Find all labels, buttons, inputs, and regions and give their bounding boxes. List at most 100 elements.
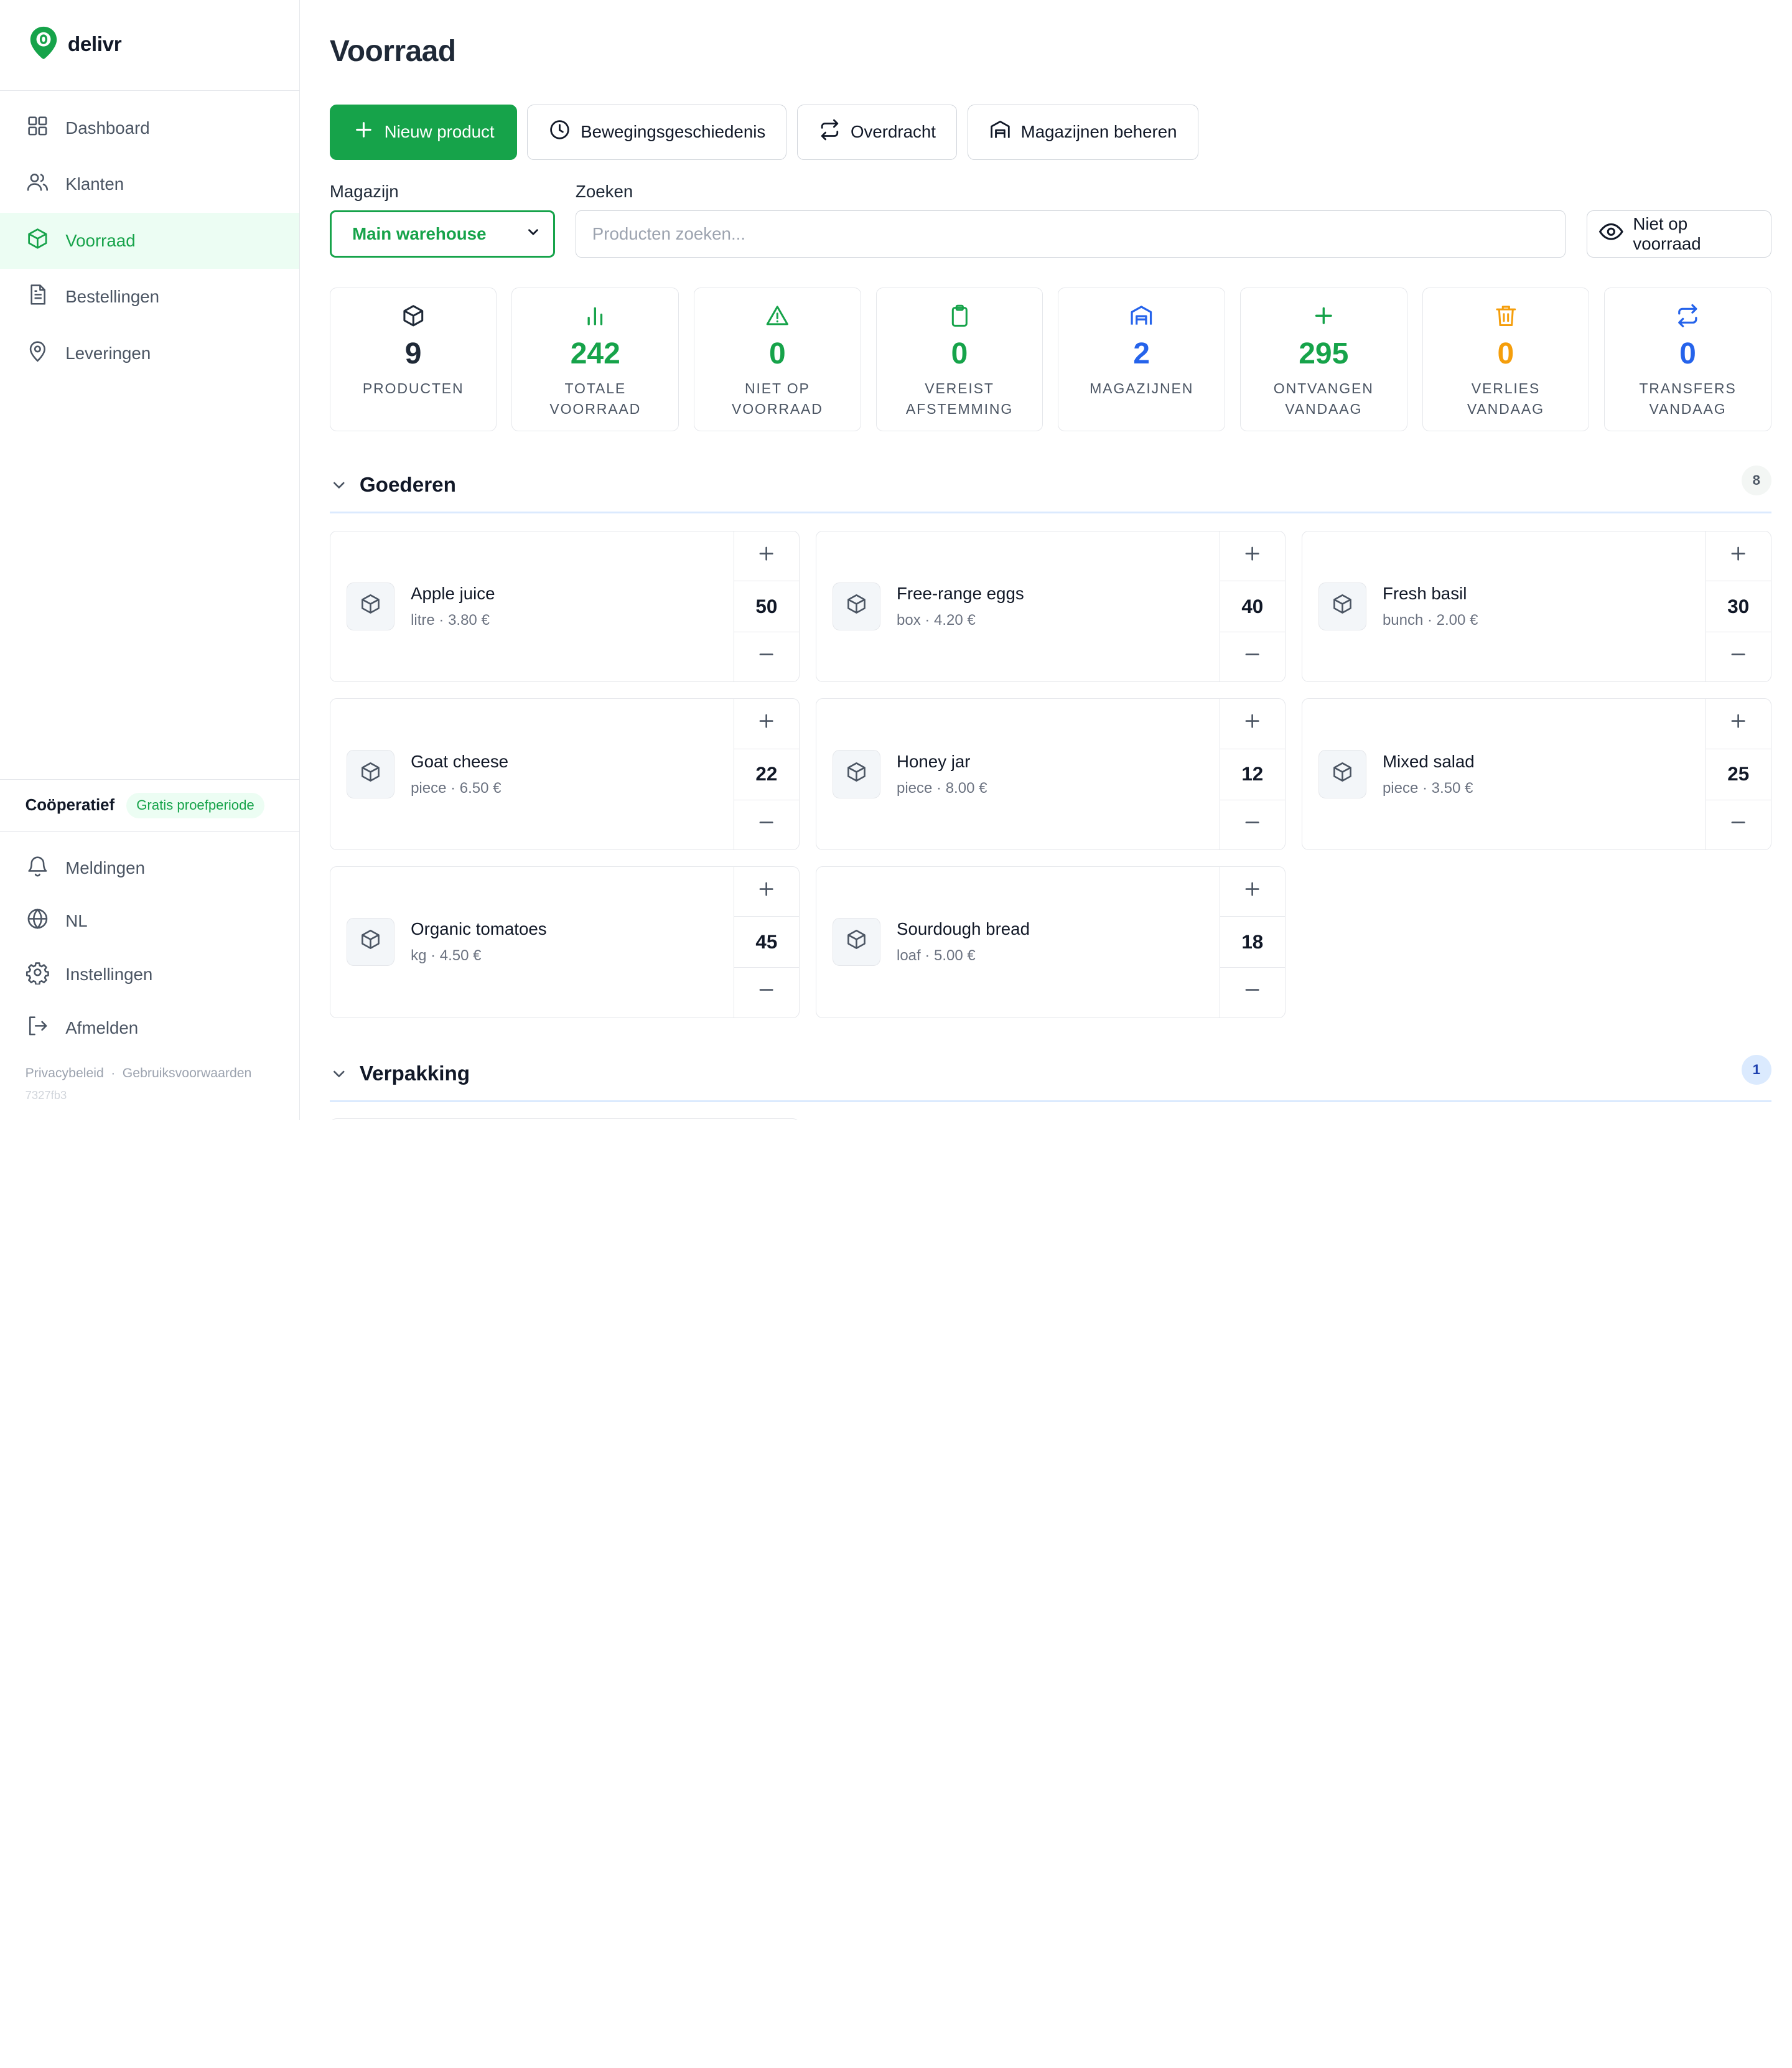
warehouse-select[interactable]: Main warehouse <box>329 210 555 258</box>
quantity-value[interactable]: 30 <box>1706 581 1771 633</box>
decrement-button[interactable] <box>734 968 799 1017</box>
sidebar-item-language[interactable]: NL <box>0 894 299 948</box>
product-unit: piece <box>897 779 933 797</box>
chevron-down-icon <box>525 224 541 245</box>
stat-label: PRODUCTEN <box>362 380 464 396</box>
section-goederen: Goederen 8 Apple juice litre · 3.80 € 50 <box>329 466 1771 1018</box>
quantity-value[interactable]: 40 <box>1220 581 1285 633</box>
product-info[interactable]: Organic tomatoes kg · 4.50 € <box>330 867 734 1018</box>
product-unit: piece <box>1382 779 1419 797</box>
product-name: Honey jar <box>897 751 971 771</box>
decrement-button[interactable] <box>734 632 799 681</box>
gear-icon <box>26 960 50 989</box>
location-pin-icon <box>26 339 50 368</box>
quantity-stepper: 22 <box>733 699 799 849</box>
increment-button[interactable] <box>734 531 799 581</box>
product-name: Goat cheese <box>411 751 509 771</box>
decrement-button[interactable] <box>1220 968 1285 1017</box>
quantity-value[interactable]: 12 <box>1220 748 1285 800</box>
product-meta: piece · 8.00 € <box>897 779 987 797</box>
chevron-down-icon[interactable] <box>330 476 348 495</box>
increment-button[interactable] <box>1220 699 1285 748</box>
product-info[interactable]: Fresh basil bunch · 2.00 € <box>1302 531 1706 682</box>
clock-icon <box>548 118 571 146</box>
logo-pin-icon <box>29 26 58 65</box>
product-unit: loaf <box>897 947 921 965</box>
decrement-button[interactable] <box>734 800 799 849</box>
brand[interactable]: delivr <box>0 0 299 91</box>
quantity-stepper: 50 <box>733 531 799 682</box>
organization: Coöperatief Gratis proefperiode <box>0 779 299 832</box>
quantity-value[interactable]: 22 <box>734 748 799 800</box>
plus-icon <box>1242 879 1262 904</box>
transfer-button[interactable]: Overdracht <box>797 104 958 160</box>
privacy-link[interactable]: Privacybeleid <box>25 1066 104 1081</box>
decrement-button[interactable] <box>1706 632 1771 681</box>
search-box <box>575 210 1566 258</box>
sidebar: delivr Dashboard Klanten Voorraad Bestel… <box>0 0 300 1121</box>
product-info[interactable]: Free-range eggs box · 4.20 € <box>816 531 1220 682</box>
trial-badge: Gratis proefperiode <box>126 793 265 818</box>
sidebar-item-label: Afmelden <box>65 1018 139 1038</box>
sidebar-item-voorraad[interactable]: Voorraad <box>0 212 299 269</box>
quantity-value[interactable]: 50 <box>734 581 799 633</box>
product-name: Sourdough bread <box>897 919 1030 939</box>
bottom-nav: Meldingen NL Instellingen Afmelden <box>0 832 299 1055</box>
product-price: 4.50 € <box>439 947 482 965</box>
product-info[interactable]: Goat cheese piece · 6.50 € <box>330 699 734 849</box>
button-label: Overdracht <box>850 122 936 142</box>
quantity-value[interactable]: 25 <box>1706 748 1771 800</box>
product-info[interactable]: Sourdough bread loaf · 5.00 € <box>816 867 1220 1018</box>
product-name: Mixed salad <box>1382 751 1475 771</box>
stat-value: 0 <box>951 337 968 371</box>
movement-history-button[interactable]: Bewegingsgeschiedenis <box>527 104 787 160</box>
manage-warehouses-button[interactable]: Magazijnen beheren <box>967 104 1198 160</box>
sidebar-item-label: NL <box>65 911 88 931</box>
eye-icon <box>1598 219 1624 249</box>
sidebar-item-afmelden[interactable]: Afmelden <box>0 1001 299 1055</box>
chevron-down-icon[interactable] <box>330 1065 348 1083</box>
increment-button[interactable] <box>1706 531 1771 581</box>
increment-button[interactable] <box>1220 531 1285 581</box>
decrement-button[interactable] <box>1220 800 1285 849</box>
quantity-value[interactable]: 45 <box>734 916 799 968</box>
plus-icon <box>1728 543 1748 569</box>
increment-button[interactable] <box>734 867 799 916</box>
sidebar-item-leveringen[interactable]: Leveringen <box>0 325 299 381</box>
decrement-button[interactable] <box>1706 800 1771 849</box>
stat-value: 0 <box>1679 337 1696 371</box>
decrement-button[interactable] <box>1220 632 1285 681</box>
product-card: Mixed salad piece · 3.50 € 25 <box>1301 698 1771 850</box>
minus-icon <box>756 980 777 1005</box>
increment-button[interactable] <box>1220 867 1285 916</box>
quantity-value[interactable]: 18 <box>1220 916 1285 968</box>
sidebar-item-meldingen[interactable]: Meldingen <box>0 841 299 895</box>
sidebar-item-klanten[interactable]: Klanten <box>0 156 299 212</box>
minus-icon <box>1728 812 1748 838</box>
product-info[interactable]: Honey jar piece · 8.00 € <box>816 699 1220 849</box>
search-input[interactable] <box>592 224 1549 245</box>
stat-warehouses: 2 MAGAZIJNEN <box>1058 288 1225 431</box>
stat-loss-today: 0 VERLIES VANDAAG <box>1422 288 1590 431</box>
product-info[interactable]: Apple juice litre · 3.80 € <box>330 531 734 682</box>
page-title: Voorraad <box>329 35 456 68</box>
button-label: Magazijnen beheren <box>1020 122 1177 142</box>
new-product-button[interactable]: Nieuw product <box>329 104 517 160</box>
sidebar-item-instellingen[interactable]: Instellingen <box>0 948 299 1001</box>
product-thumbnail <box>1318 582 1367 631</box>
product-meta: piece · 6.50 € <box>411 779 502 797</box>
section-header[interactable]: Goederen 8 <box>329 466 1771 514</box>
footer-separator: · <box>111 1066 116 1081</box>
section-header[interactable]: Verpakking 1 <box>329 1054 1771 1103</box>
product-card: Honey jar piece · 8.00 € 12 <box>815 698 1286 850</box>
product-info[interactable]: Mixed salad piece · 3.50 € <box>1302 699 1706 849</box>
terms-link[interactable]: Gebruiksvoorwaarden <box>122 1066 252 1081</box>
sidebar-item-bestellingen[interactable]: Bestellingen <box>0 269 299 325</box>
increment-button[interactable] <box>1706 699 1771 748</box>
increment-button[interactable] <box>734 699 799 748</box>
stat-value: 242 <box>570 337 620 371</box>
out-of-stock-toggle[interactable]: Niet op voorraad <box>1586 210 1771 258</box>
sidebar-item-dashboard[interactable]: Dashboard <box>0 100 299 156</box>
stat-label: VEREIST AFSTEMMING <box>905 380 1014 417</box>
stat-value: 295 <box>1299 337 1349 371</box>
